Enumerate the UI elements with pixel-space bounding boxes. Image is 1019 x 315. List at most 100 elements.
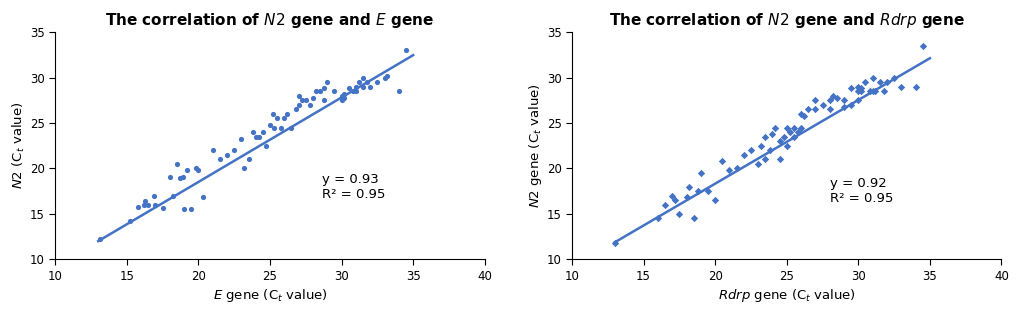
Point <box>187 166 204 171</box>
Point <box>756 157 772 162</box>
Point <box>219 152 235 157</box>
Point <box>706 198 722 203</box>
X-axis label: $\mathit{Rdrp}$ gene (C$_t$ value): $\mathit{Rdrp}$ gene (C$_t$ value) <box>717 287 855 304</box>
Point <box>842 102 858 107</box>
Title: The correlation of $\mathit{N2}$ gene and $\mathit{Rdrp}$ gene: The correlation of $\mathit{N2}$ gene an… <box>608 11 964 30</box>
Point <box>146 193 162 198</box>
Point <box>255 129 271 135</box>
Point <box>728 166 744 171</box>
Point <box>265 111 281 116</box>
Point <box>240 157 257 162</box>
Point <box>849 89 865 94</box>
Point <box>359 79 375 84</box>
Point <box>266 125 282 130</box>
Point <box>347 84 364 89</box>
Point <box>154 206 170 211</box>
Point <box>849 84 865 89</box>
Point <box>130 204 147 209</box>
Point <box>183 207 200 212</box>
Point <box>795 113 811 118</box>
Point <box>121 219 138 224</box>
Point <box>333 98 350 103</box>
Point <box>273 125 289 130</box>
Point <box>293 98 310 103</box>
Point <box>649 216 665 221</box>
Point <box>174 175 191 180</box>
Point <box>763 131 780 136</box>
Text: y = 0.92
R² = 0.95: y = 0.92 R² = 0.95 <box>828 177 893 205</box>
Point <box>355 84 371 89</box>
Point <box>140 202 156 207</box>
Point <box>205 148 221 153</box>
Point <box>756 134 772 139</box>
Point <box>875 89 892 94</box>
Point <box>678 195 694 200</box>
Point <box>326 89 342 94</box>
Point <box>397 48 414 53</box>
Point <box>390 89 407 94</box>
Point <box>168 161 184 166</box>
Point <box>250 134 266 139</box>
Point <box>290 93 307 98</box>
Point <box>290 102 307 107</box>
Point <box>770 139 787 144</box>
Point <box>195 194 211 199</box>
Point <box>777 143 794 148</box>
Point <box>699 189 715 194</box>
Point <box>692 170 708 175</box>
Point <box>269 116 285 121</box>
Point <box>864 89 880 94</box>
Point <box>856 79 872 84</box>
Point <box>792 125 808 130</box>
Point <box>351 79 367 84</box>
Point <box>820 98 837 103</box>
Point <box>792 111 808 116</box>
Point <box>871 79 888 84</box>
Y-axis label: $\mathit{N2}$ gene (C$_t$ value): $\mathit{N2}$ gene (C$_t$ value) <box>527 83 543 208</box>
Point <box>347 89 364 94</box>
Point <box>878 79 895 84</box>
Point <box>852 89 868 94</box>
Point <box>785 134 801 139</box>
Point <box>823 93 840 98</box>
Point <box>689 189 705 194</box>
Point <box>777 125 794 130</box>
Point <box>914 43 930 48</box>
X-axis label: $\mathit{E}$ gene (C$_t$ value): $\mathit{E}$ gene (C$_t$ value) <box>212 287 327 304</box>
Point <box>336 91 353 96</box>
Point <box>861 89 877 94</box>
Point <box>287 107 304 112</box>
Point <box>191 168 207 173</box>
Point <box>893 84 909 89</box>
Point <box>681 184 697 189</box>
Point <box>362 84 378 89</box>
Point <box>656 202 673 207</box>
Point <box>147 202 163 207</box>
Point <box>308 89 324 94</box>
Point <box>312 89 328 94</box>
Point <box>790 129 806 135</box>
Point <box>671 211 687 216</box>
Point <box>806 107 822 112</box>
Point <box>92 237 108 242</box>
Point <box>136 202 152 207</box>
Point <box>178 168 195 173</box>
Point <box>820 107 837 112</box>
Point <box>720 168 737 173</box>
Point <box>262 122 278 127</box>
Title: The correlation of $\mathit{N2}$ gene and $\mathit{E}$ gene: The correlation of $\mathit{N2}$ gene an… <box>105 11 434 30</box>
Point <box>766 125 783 130</box>
Point <box>316 86 332 91</box>
Point <box>835 104 851 109</box>
Point <box>298 98 314 103</box>
Y-axis label: $\mathit{N2}$ (C$_t$ value): $\mathit{N2}$ (C$_t$ value) <box>11 102 28 189</box>
Point <box>258 143 274 148</box>
Point <box>907 84 923 89</box>
Text: y = 0.93
R² = 0.95: y = 0.93 R² = 0.95 <box>321 173 384 201</box>
Point <box>606 240 623 245</box>
Point <box>235 166 252 171</box>
Point <box>742 148 758 153</box>
Point <box>864 75 880 80</box>
Point <box>340 86 357 91</box>
Point <box>886 75 902 80</box>
